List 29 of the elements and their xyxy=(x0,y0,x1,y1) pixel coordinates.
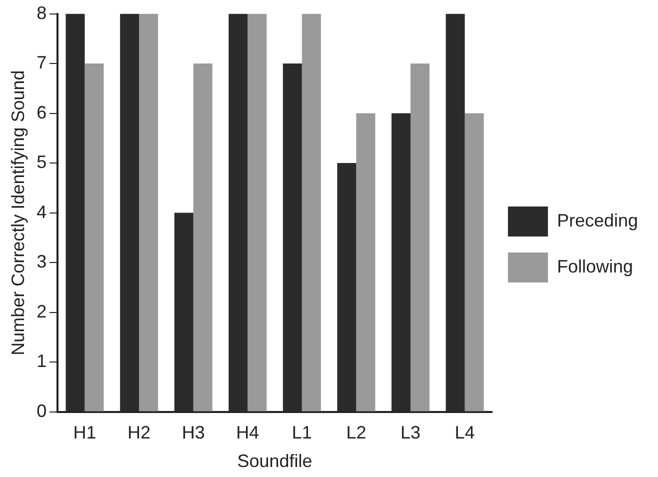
x-tick-label: H3 xyxy=(182,422,205,443)
x-tick-label: L3 xyxy=(400,422,421,443)
x-tick-label: H4 xyxy=(236,422,260,443)
y-tick-label: 2 xyxy=(36,301,47,322)
bar xyxy=(139,14,158,412)
bar xyxy=(193,64,212,412)
y-tick-label: 5 xyxy=(36,152,47,172)
y-tick-label: 3 xyxy=(36,252,47,272)
x-tick-label: H1 xyxy=(73,422,96,443)
x-tick-label: H2 xyxy=(128,422,151,443)
bar xyxy=(248,14,267,412)
bar xyxy=(464,113,484,412)
legend-label: Preceding xyxy=(556,210,638,230)
y-tick-label: 0 xyxy=(36,400,47,421)
x-axis-title: Soundfile xyxy=(237,451,312,472)
bar xyxy=(84,64,104,412)
y-tick-label: 8 xyxy=(36,2,47,23)
y-axis-title: Number Correctly Identifying Sound xyxy=(8,70,28,356)
y-tick-label: 7 xyxy=(36,52,47,73)
x-tick-label: L1 xyxy=(292,422,312,443)
x-tick-label: L4 xyxy=(454,422,475,443)
bar xyxy=(356,113,376,412)
y-tick-label: 6 xyxy=(36,102,47,122)
legend-label: Following xyxy=(556,256,633,276)
x-tick-label: L2 xyxy=(346,422,366,443)
bar xyxy=(410,64,430,412)
y-tick-label: 1 xyxy=(36,351,47,372)
bar xyxy=(302,14,321,412)
y-tick-label: 4 xyxy=(36,202,47,222)
